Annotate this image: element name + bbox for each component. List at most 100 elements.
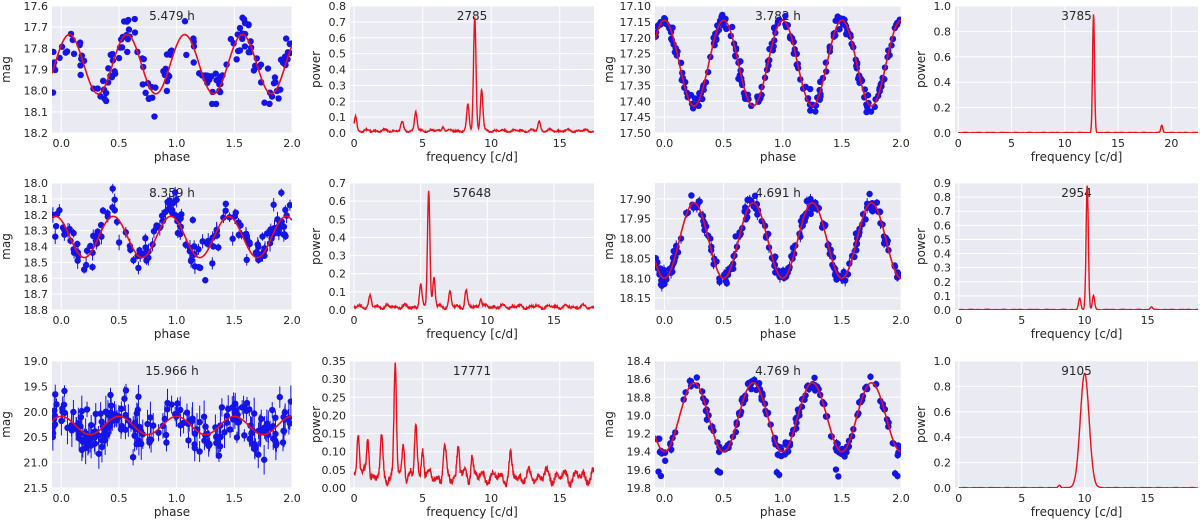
panel-title: 2785 [457,9,488,23]
x-tick-label: 0.5 [715,137,733,150]
y-tick-label: 18.3 [24,225,49,238]
chart-panel-lc1: 0.0 0.5 1.0 1.5 2.0 17.6 17.7 17.8 17.9 18.0 18.1 1… [0,0,301,164]
data-point [263,230,271,237]
chart-panel-ps2: 0 5 10 15 20 0.0 0.2 0.4 0.6 0.8 1.0 frequency [c/d… [914,0,1198,164]
panel-title: 17771 [453,364,491,378]
x-axis-label: frequency [c/d] [1031,505,1123,519]
x-tick-label: 0.5 [715,492,733,505]
data-point [124,48,131,56]
chart-panel-ps3: 0 5 10 15 0.0 0.1 0.2 0.3 0.4 0.5 0.6 0.7 frequency … [309,177,594,341]
y-tick-label: 1.0 [934,355,952,368]
y-tick-label: 17.95 [620,213,652,226]
data-point [803,197,811,205]
data-point [807,107,814,114]
x-axis-label: frequency [c/d] [1031,150,1123,164]
data-point [811,374,818,381]
data-point [205,237,212,245]
data-point [212,70,219,77]
data-point [243,256,250,264]
model-curve [655,19,901,107]
y-axis-label: power [914,51,928,88]
data-point [134,406,141,414]
y-tick-label: 17.40 [620,95,652,108]
panel-title: 4.769 h [755,364,801,378]
y-tick-label: 0.15 [322,428,347,441]
data-point [241,43,249,50]
data-point [52,222,60,230]
y-axis-label: mag [0,233,13,260]
data-point [248,440,256,447]
data-point [722,277,730,285]
data-point [107,409,114,417]
x-tick-label: 0.0 [52,492,70,505]
plot-content [655,11,901,116]
data-point [276,393,284,401]
data-point [70,408,77,416]
data-point [185,437,192,444]
data-point [162,431,170,439]
chart-panel-lc5: 0.0 0.5 1.0 1.5 2.0 19.0 19.5 20.0 20.5 21.0 21.5 p… [0,355,301,519]
panel-title: 9105 [1061,364,1092,378]
data-point [59,408,66,415]
x-axis-label: phase [154,327,190,341]
plot-content [52,383,292,475]
y-tick-label: 0.6 [329,195,347,208]
y-tick-label: 0.2 [329,268,347,281]
y-tick-label: 0.9 [934,177,952,190]
data-point [268,93,276,100]
data-point [204,72,211,79]
data-point [282,35,290,42]
data-point [216,87,223,95]
x-axis-label: phase [154,150,190,164]
y-tick-label: 0.20 [322,409,347,422]
y-tick-label: 0.0 [934,127,952,140]
x-tick-label: 0.5 [110,137,128,150]
x-tick-label: 2.0 [283,314,301,327]
y-tick-label: 17.50 [620,127,652,140]
y-tick-label: 0.8 [934,191,952,204]
data-point [719,11,726,19]
data-point [174,400,181,407]
data-point [281,231,288,238]
y-tick-label: 17.9 [24,64,49,77]
panel-title: 4.691 h [755,186,801,200]
y-tick-label: 0.4 [329,64,347,77]
x-tick-label: 1.5 [833,492,851,505]
data-point [719,21,727,29]
data-point [234,419,242,426]
data-point [61,387,68,395]
data-point [234,31,241,38]
data-point [275,229,283,237]
data-point [171,189,179,196]
data-point [170,199,177,207]
y-tick-label: 0.2 [934,276,952,289]
data-point [168,401,175,408]
model-curve [655,201,901,280]
data-point [189,216,197,224]
y-tick-label: 18.05 [620,252,652,265]
x-tick-label: 1.5 [226,492,244,505]
data-point [131,15,138,23]
y-tick-label: 19.0 [24,355,49,368]
y-tick-label: 17.8 [24,42,49,55]
data-point [862,216,869,223]
y-tick-label: 19.2 [627,428,652,441]
data-point [83,247,91,254]
x-tick-label: 15 [1141,492,1155,505]
data-point [159,217,167,225]
data-point [273,87,281,95]
x-tick-label: 1.0 [774,314,792,327]
data-point [151,113,158,120]
periodogram-line [958,372,1198,488]
y-tick-label: 0.1 [329,286,347,299]
data-point [222,200,230,208]
x-axis-label: phase [760,505,796,519]
data-point [836,26,843,33]
x-tick-label: 1.0 [774,137,792,150]
y-tick-label: 18.6 [24,272,49,285]
data-point [188,256,195,263]
data-point [280,427,287,435]
data-point [52,233,59,240]
data-point [657,281,665,288]
data-point [56,207,63,214]
